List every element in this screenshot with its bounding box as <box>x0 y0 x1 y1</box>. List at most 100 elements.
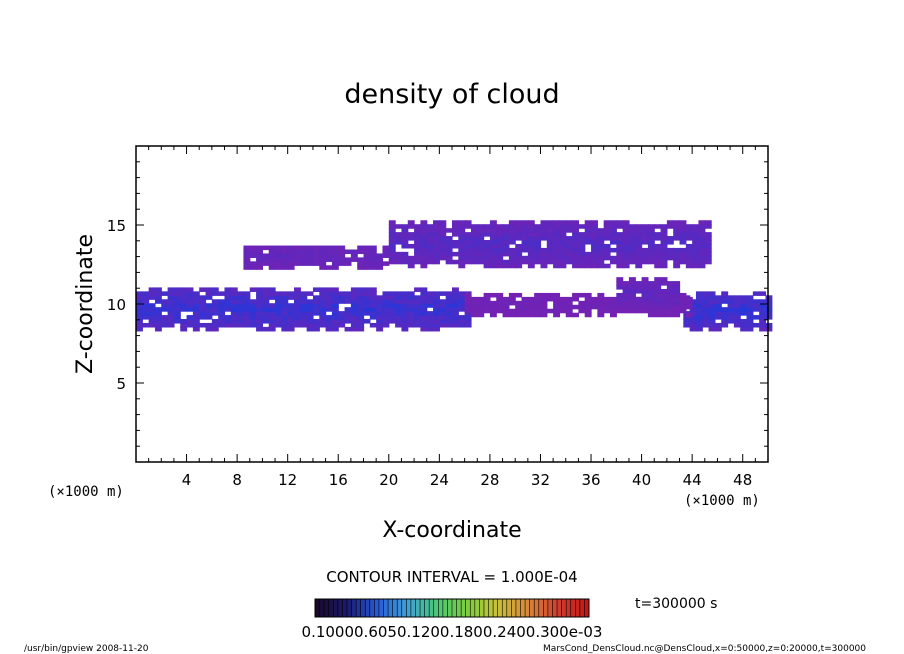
cloud-cell <box>275 307 282 312</box>
cloud-cell <box>268 257 276 262</box>
cloud-cell <box>654 255 662 261</box>
cloud-cell <box>325 257 333 262</box>
cloud-cell <box>407 291 415 296</box>
cloud-cell <box>192 326 200 332</box>
cloud-cell <box>300 311 308 316</box>
cloud-cell <box>679 292 687 298</box>
cloud-cell <box>319 257 327 262</box>
cloud-cell <box>306 303 314 308</box>
cloud-cell <box>275 245 282 251</box>
x-tick-label: 4 <box>182 471 192 489</box>
cloud-cell <box>714 322 722 328</box>
cloud-cell <box>565 255 573 261</box>
colorbar-segment <box>351 599 357 617</box>
cloud-cell <box>559 247 567 253</box>
cloud-cell <box>325 322 333 328</box>
cloud-cell <box>628 236 636 241</box>
cloud-cell <box>540 308 548 314</box>
cloud-cell <box>515 308 523 314</box>
cloud-cell <box>199 322 207 328</box>
colorbar-segment <box>488 599 494 617</box>
cloud-cell <box>268 295 276 300</box>
cloud-cell <box>647 259 655 265</box>
cloud-cell <box>559 251 567 257</box>
cloud-cell <box>319 319 327 324</box>
cloud-cell <box>603 236 611 241</box>
cloud-cell <box>262 261 270 266</box>
cloud-cell <box>452 228 459 233</box>
cloud-cell <box>521 232 529 237</box>
cloud-cell <box>281 245 289 251</box>
cloud-cell <box>521 259 529 265</box>
cloud-cell <box>218 311 226 316</box>
cloud-cell <box>433 247 440 253</box>
cloud-cell <box>452 243 459 249</box>
cloud-cell <box>733 299 741 304</box>
cloud-cell <box>350 287 358 292</box>
cloud-cell <box>281 307 289 312</box>
cloud-cell <box>312 245 320 251</box>
cloud-cell <box>673 292 681 298</box>
cloud-cell <box>306 299 314 304</box>
colorbar-segment <box>315 599 320 617</box>
cloud-cell <box>635 300 643 306</box>
cloud-cell <box>721 311 729 316</box>
cloud-cell <box>420 263 428 269</box>
cloud-cell <box>527 240 535 245</box>
colorbar-segment <box>401 599 407 617</box>
cloud-cell <box>306 291 314 296</box>
cloud-cell <box>420 251 428 257</box>
cloud-cell <box>692 251 700 257</box>
cloud-cell <box>679 308 687 314</box>
cloud-cell <box>319 299 327 304</box>
cloud-cell <box>357 257 365 262</box>
cloud-cell <box>635 251 643 257</box>
cloud-cell <box>401 295 409 300</box>
cloud-cell <box>622 281 630 286</box>
cloud-cell <box>414 319 421 324</box>
cloud-cell <box>256 295 263 300</box>
cloud-cell <box>357 249 365 255</box>
cloud-cell <box>534 312 542 318</box>
cloud-cell <box>591 259 598 265</box>
cloud-cell <box>689 303 697 308</box>
cloud-cell <box>180 291 188 296</box>
cloud-cell <box>597 263 605 269</box>
cloud-cell <box>679 247 687 253</box>
cloud-cell <box>452 295 459 300</box>
cloud-cell <box>350 319 358 324</box>
cloud-cell <box>673 312 681 318</box>
cloud-cell <box>622 240 630 245</box>
cloud-cell <box>388 307 396 312</box>
cloud-cell <box>527 300 535 306</box>
cloud-cell <box>230 287 238 292</box>
cloud-cell <box>287 303 295 308</box>
cloud-cell <box>439 228 447 233</box>
cloud-cell <box>401 232 409 237</box>
cloud-cell <box>243 311 251 316</box>
cloud-cell <box>610 228 617 233</box>
cloud-cell <box>666 300 674 306</box>
cloud-cell <box>746 303 754 308</box>
cloud-cell <box>470 296 478 302</box>
cloud-cell <box>300 322 308 328</box>
cloud-cell <box>325 315 333 320</box>
cloud-cell <box>559 240 567 245</box>
cloud-cell <box>382 322 390 328</box>
cloud-cell <box>616 300 624 306</box>
cloud-cell <box>673 232 681 237</box>
cloud-cell <box>714 299 722 304</box>
cloud-cell <box>452 315 459 320</box>
cloud-cell <box>666 312 674 318</box>
cloud-cell <box>521 304 529 310</box>
cloud-cell <box>584 228 592 233</box>
cloud-cell <box>300 319 308 324</box>
cloud-cell <box>704 224 712 229</box>
cloud-cell <box>572 255 579 261</box>
cloud-cell <box>704 255 712 261</box>
cloud-cell <box>420 303 428 308</box>
cloud-cell <box>708 299 716 304</box>
cloud-cell <box>477 312 485 318</box>
cloud-cell <box>325 307 333 312</box>
